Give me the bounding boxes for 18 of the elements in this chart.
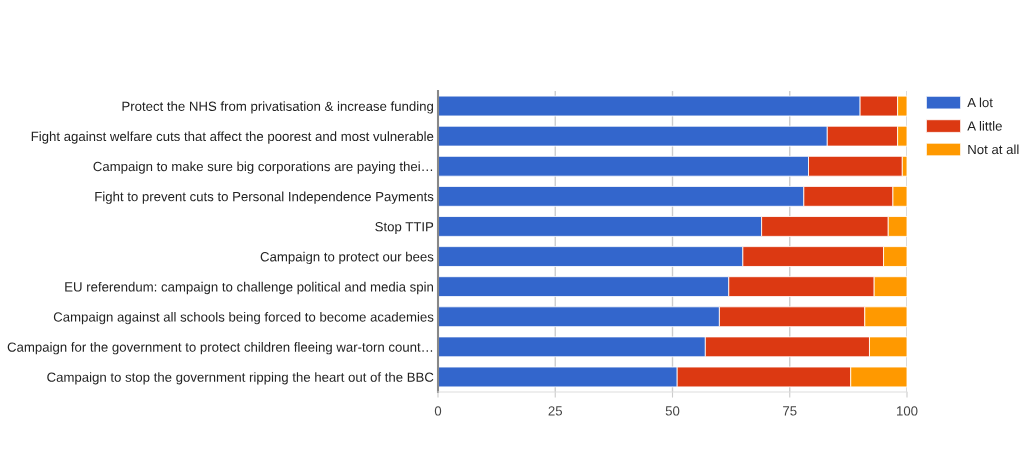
x-tick-label: 75 [783, 406, 797, 416]
y-tick-label: Protect the NHS from privatisation & increase funding [122, 101, 433, 114]
y-tick-label: EU referendum: campaign to challenge political and media spin [65, 281, 433, 295]
x-tick-label: 25 [548, 406, 563, 416]
y-tick-label: Fight to prevent cuts to Personal Independence Payments [95, 191, 434, 204]
y-tick-label: Campaign for the government to protect children fleeing war-torn count… [7, 342, 433, 355]
y-tick-label: Stop TTIP [375, 222, 434, 234]
legend-label: A little [967, 120, 1002, 131]
x-tick-label: 100 [897, 406, 918, 416]
y-tick-label: Campaign against all schools being forced to become academies [53, 311, 434, 325]
y-tick-label: Fight against welfare cuts that affect the poorest and most vulnerable [31, 131, 434, 144]
y-tick-label: Campaign to protect our bees [260, 251, 434, 265]
x-tick-label: 50 [665, 406, 680, 416]
x-tick-label: 0 [434, 406, 442, 416]
legend-label: A lot [967, 97, 993, 108]
legend-label: Not at all [968, 144, 1019, 155]
y-tick-label: Campaign to stop the government ripping the heart out of the BBC [47, 372, 434, 385]
y-tick-label: Campaign to make sure big corporations are paying thei… [93, 161, 433, 174]
